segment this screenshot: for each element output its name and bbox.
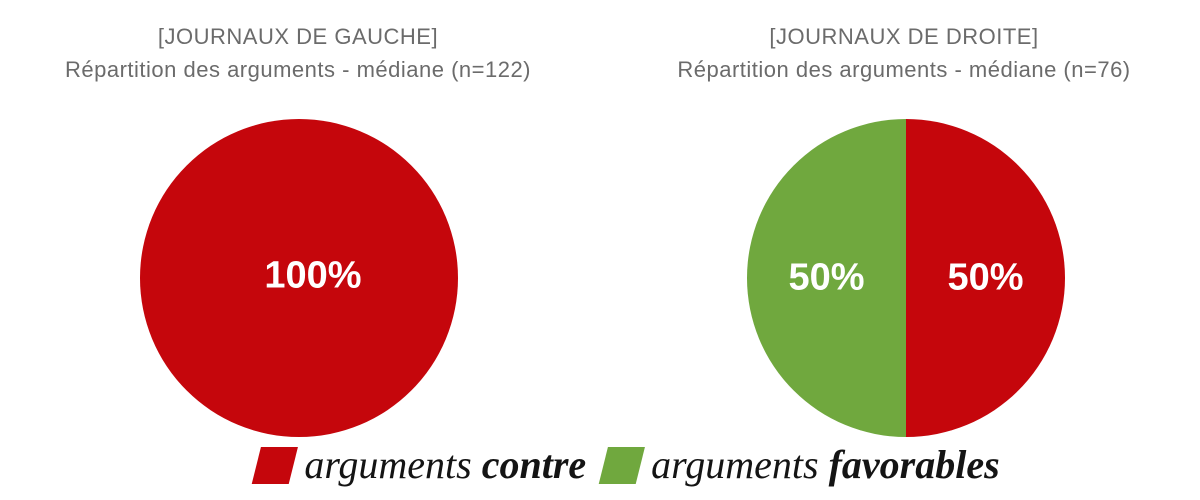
- legend-item-contre: arguments contre: [250, 445, 586, 485]
- legend-swatch-favorables-icon: [598, 446, 645, 484]
- pie-data-label: 50%: [947, 256, 1024, 299]
- pie-left: 100%: [140, 119, 458, 437]
- pie-chart-left-section: [JOURNAUX DE GAUCHE] Répartition des arg…: [0, 20, 596, 86]
- legend-item-favorables: arguments favorables: [597, 442, 1000, 487]
- legend-swatch-contre-icon: [251, 446, 298, 484]
- chart-title-left-line1: [JOURNAUX DE GAUCHE]: [157, 24, 439, 49]
- chart-legend: arguments contre arguments favorables: [250, 442, 1000, 487]
- pie-data-label: 100%: [264, 254, 362, 297]
- chart-title-left-line2: Répartition des arguments - médiane (n=1…: [64, 57, 532, 82]
- chart-title-left: [JOURNAUX DE GAUCHE] Répartition des arg…: [0, 20, 596, 86]
- legend-label-contre: arguments contre: [304, 442, 587, 487]
- chart-title-right-line2: Répartition des arguments - médiane (n=7…: [677, 57, 1131, 82]
- pie-data-label: 50%: [788, 256, 865, 299]
- chart-title-right-line1: [JOURNAUX DE DROITE]: [769, 24, 1039, 49]
- chart-title-right: [JOURNAUX DE DROITE] Répartition des arg…: [604, 20, 1200, 86]
- pie-chart-right-section: [JOURNAUX DE DROITE] Répartition des arg…: [604, 20, 1200, 86]
- pie-right: 50% 50%: [747, 119, 1065, 437]
- legend-label-favorables: arguments favorables: [651, 442, 1000, 487]
